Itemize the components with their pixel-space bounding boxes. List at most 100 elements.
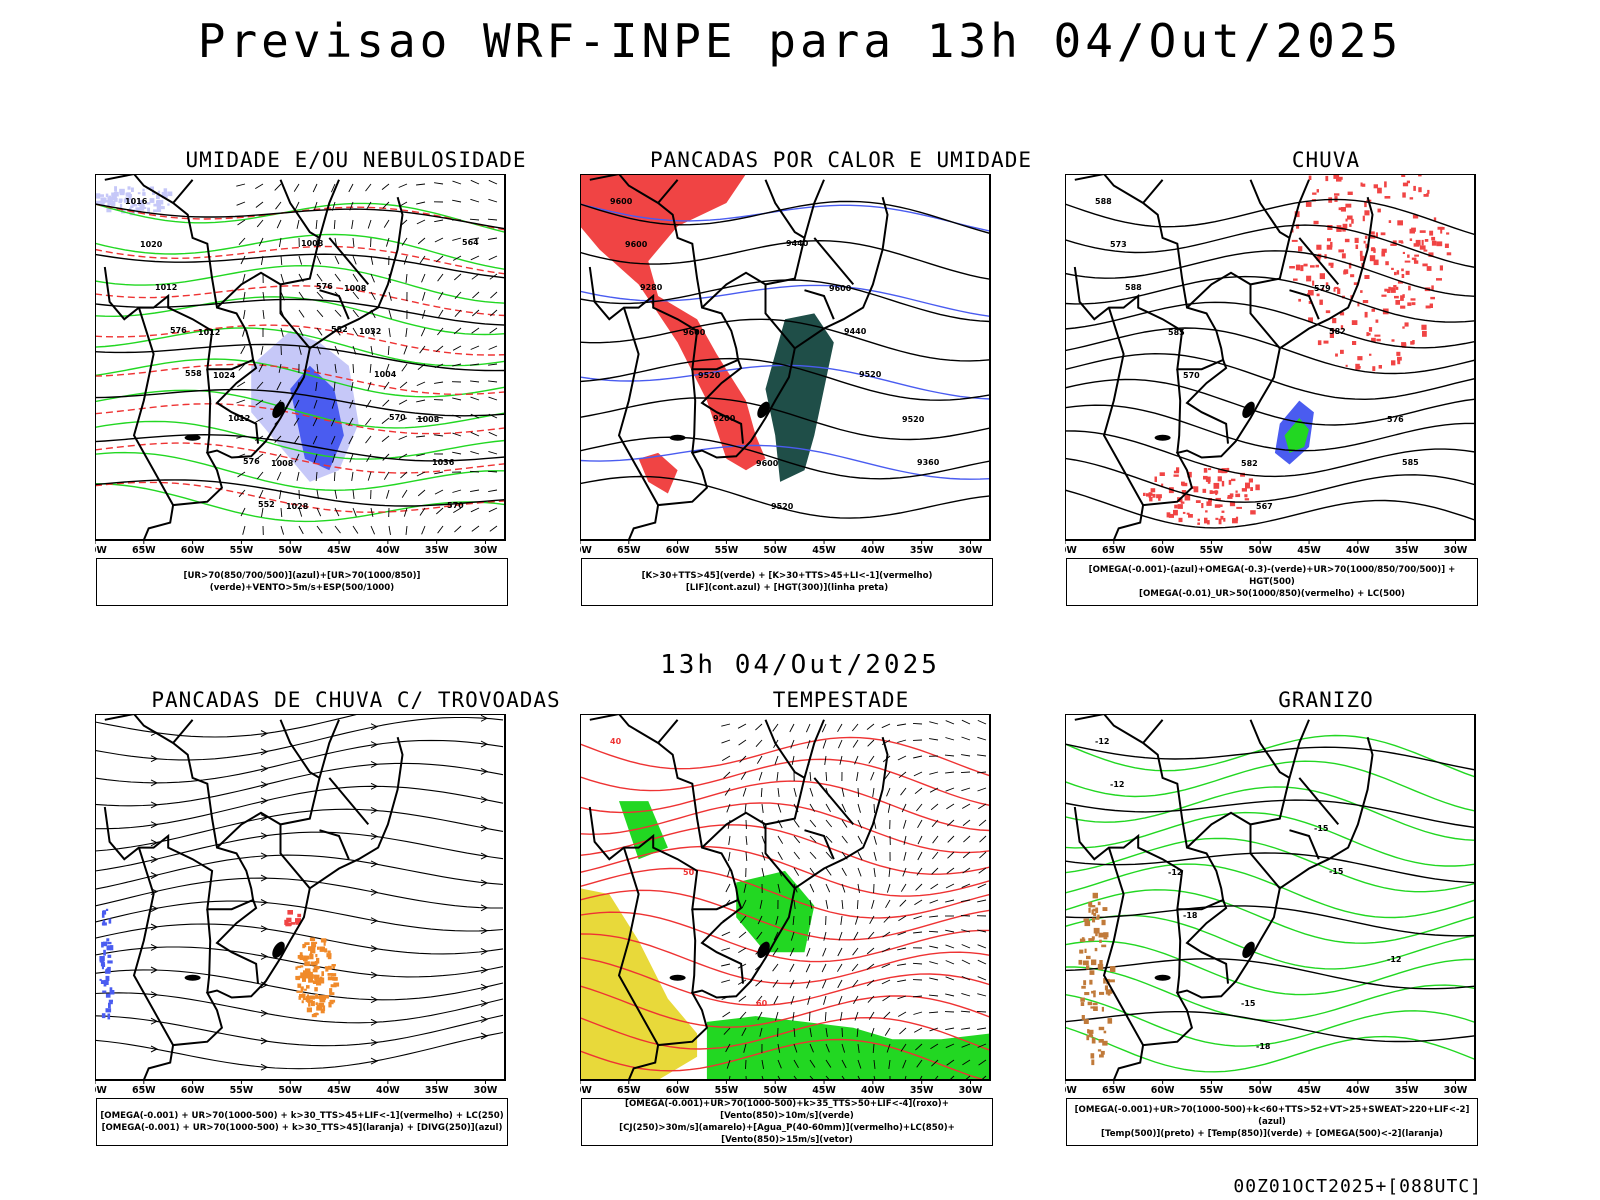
coastline: [1112, 736, 1374, 1080]
map-pancadas-calor: 9600960096009600952096009520952094409360…: [580, 174, 991, 556]
wind-vector: [470, 507, 480, 513]
wind-vector: [977, 899, 987, 903]
wind-vector: [274, 183, 282, 191]
wind-vector: [977, 787, 987, 792]
wind-vector: [807, 995, 811, 1005]
wind-vector: [437, 525, 444, 534]
contour-label: -12: [1095, 737, 1109, 746]
wind-vector: [841, 1059, 847, 1069]
wind-vector: [728, 851, 731, 861]
contour-label: 567: [1256, 502, 1273, 511]
divergence-blue: [99, 956, 105, 962]
wind-vector: [298, 507, 303, 517]
wind-vector: [416, 399, 426, 403]
wind-vector: [867, 739, 875, 747]
rain-red: [1325, 175, 1329, 182]
wind-vector: [488, 413, 498, 419]
rain-red: [1221, 510, 1225, 513]
rain-red: [1205, 476, 1211, 482]
wind-vector: [960, 1010, 971, 1013]
rain-red: [1441, 227, 1445, 230]
rain-red: [1206, 501, 1212, 506]
wind-vector: [790, 931, 795, 941]
rain-red: [1412, 214, 1419, 219]
rain-red: [1362, 215, 1365, 222]
wind-vector: [897, 963, 907, 966]
wind-vector: [365, 435, 372, 444]
wind-vector: [313, 399, 318, 409]
wind-vector: [294, 453, 300, 463]
omega-orange: [1103, 937, 1108, 940]
wind-vector: [488, 345, 498, 350]
wind-vector: [867, 995, 875, 1003]
wind-vector: [979, 835, 987, 843]
wind-vector: [738, 947, 747, 953]
wind-vector: [945, 1043, 955, 1049]
thunder-orange: [297, 955, 301, 959]
wind-vector: [352, 525, 359, 534]
wind-vector: [348, 435, 354, 445]
thunder-red: [290, 922, 296, 925]
temp500-contour: [1065, 852, 1475, 884]
rain-red: [1409, 197, 1414, 200]
wind-vector: [884, 771, 891, 780]
streamline-arrow: [150, 856, 159, 863]
wind-vector: [293, 183, 300, 192]
wind-vector: [488, 489, 498, 493]
rain-red: [1364, 235, 1368, 239]
rain-red: [1350, 274, 1355, 278]
legend-line-2: [LIF](cont.azul) + [HGT(300)](linha pret…: [685, 583, 889, 593]
thunder-orange: [315, 994, 319, 998]
wind-vector: [809, 771, 812, 782]
rain-red: [1375, 232, 1378, 239]
rain-red: [1333, 287, 1336, 292]
contour-label: 1032: [359, 327, 381, 336]
thunder-orange: [327, 976, 332, 981]
rain-red: [1436, 241, 1443, 247]
wind-vector: [352, 345, 357, 355]
omega-orange: [1101, 944, 1107, 948]
wind-vector: [914, 787, 923, 795]
hgt300-contour: [580, 318, 990, 362]
thunder-orange: [299, 954, 304, 960]
precip-water-contour: [580, 933, 990, 985]
omega-orange: [1095, 916, 1100, 920]
rain-red: [1241, 488, 1247, 492]
wind-vector: [929, 899, 939, 904]
wind-vector: [334, 345, 340, 355]
rain-red: [1351, 218, 1354, 224]
omega-orange: [1109, 966, 1116, 972]
humidity-upper: [118, 198, 123, 202]
wind-vector: [821, 979, 827, 989]
wind-vector: [913, 915, 923, 920]
wind-vector: [841, 883, 846, 893]
precip-water-contour: [580, 1016, 990, 1051]
coastline: [627, 736, 889, 1080]
humidity-upper: [100, 197, 106, 204]
divergence-blue: [107, 960, 113, 964]
rain-red: [1421, 324, 1427, 330]
rain-red: [1446, 232, 1450, 235]
omega-orange: [1093, 912, 1097, 917]
rain-red: [1229, 493, 1234, 498]
thunder-orange: [318, 1002, 325, 1008]
humidity-low-contour: [95, 389, 505, 429]
wind-vector: [946, 867, 955, 874]
wind-vector: [298, 525, 304, 535]
streamline-arrow: [150, 1045, 159, 1053]
wind-vector: [947, 851, 955, 859]
humidity-upper: [111, 192, 114, 199]
wind-vector: [873, 851, 877, 861]
humidity-upper: [107, 197, 113, 202]
wind-vector: [904, 1075, 907, 1080]
wind-vector: [255, 453, 264, 460]
rain-red: [1431, 236, 1436, 241]
wind-vector: [821, 963, 827, 973]
thunder-orange: [315, 1012, 318, 1016]
contour-label: 9600: [610, 197, 633, 206]
x-tick-label: 65W: [1102, 545, 1126, 556]
wind-vector: [809, 835, 817, 843]
wind-vector: [809, 883, 815, 893]
wind-vector: [916, 867, 923, 876]
x-tick-label: 60W: [666, 545, 690, 556]
